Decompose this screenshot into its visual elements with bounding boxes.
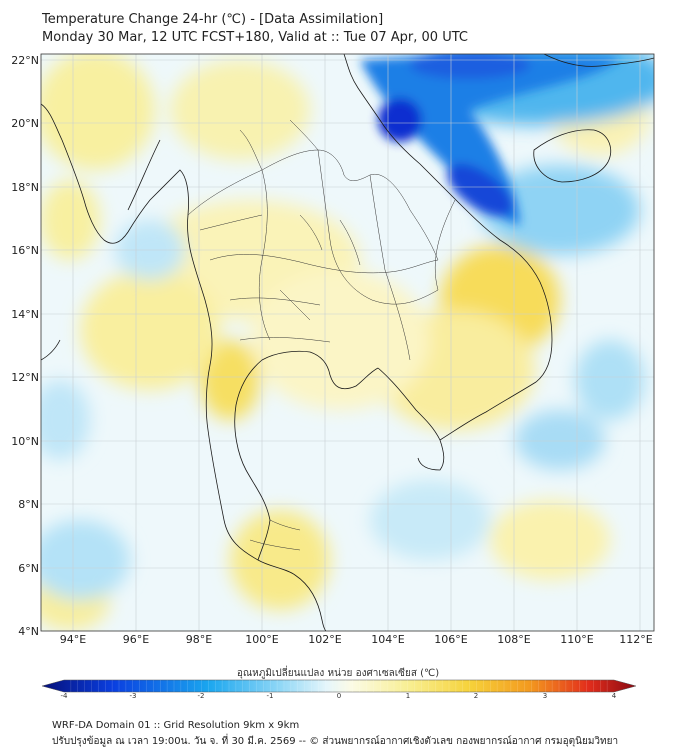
- lon-label: 108°E: [497, 633, 530, 646]
- lat-label: 22°N: [11, 54, 39, 67]
- lon-label: 104°E: [371, 633, 404, 646]
- colorbar-label: อุณหภูมิเปลี่ยนแปลง หน่วย องศาเซลเซียส (…: [236, 668, 440, 679]
- lon-label: 100°E: [245, 633, 278, 646]
- lat-label: 12°N: [11, 371, 39, 384]
- colorbar: [41, 679, 637, 693]
- lat-label: 8°N: [18, 498, 39, 511]
- lat-label: 6°N: [18, 562, 39, 575]
- colorbar-tick: 0: [336, 692, 342, 700]
- lon-label: 110°E: [560, 633, 593, 646]
- lon-label: 98°E: [186, 633, 212, 646]
- lat-label: 18°N: [11, 181, 39, 194]
- lon-label: 106°E: [434, 633, 467, 646]
- lat-label: 4°N: [18, 625, 39, 638]
- map-subtitle: Monday 30 Mar, 12 UTC FCST+180, Valid at…: [42, 30, 468, 45]
- lat-label: 10°N: [11, 435, 39, 448]
- lon-label: 96°E: [123, 633, 149, 646]
- lon-label: 102°E: [308, 633, 341, 646]
- colorbar-tick: 4: [611, 692, 617, 700]
- graticule: [41, 54, 654, 631]
- colorbar-tick: -2: [197, 692, 205, 700]
- colorbar-tick: -1: [266, 692, 274, 700]
- admin-borders: [187, 119, 456, 551]
- colorbar-tick: 1: [405, 692, 411, 700]
- lat-label: 16°N: [11, 244, 39, 257]
- map-title: Temperature Change 24-hr (℃) - [Data Ass…: [42, 12, 384, 27]
- colorbar-tick: -4: [60, 692, 68, 700]
- colorbar-tick: 3: [542, 692, 548, 700]
- lon-label: 94°E: [60, 633, 86, 646]
- lon-label: 112°E: [619, 633, 652, 646]
- map-frame: [40, 53, 655, 632]
- footer-credit: ปรับปรุงข้อมูล ณ เวลา 19:00น. วัน จ. ที่…: [52, 736, 619, 747]
- lat-label: 20°N: [11, 117, 39, 130]
- lat-label: 14°N: [11, 308, 39, 321]
- temperature-field: [41, 54, 654, 631]
- footer-grid-info: WRF-DA Domain 01 :: Grid Resolution 9km …: [52, 720, 300, 731]
- colorbar-tick: 2: [473, 692, 479, 700]
- colorbar-gradient: [41, 679, 637, 693]
- colorbar-tick: -3: [129, 692, 137, 700]
- coastlines: [41, 54, 654, 631]
